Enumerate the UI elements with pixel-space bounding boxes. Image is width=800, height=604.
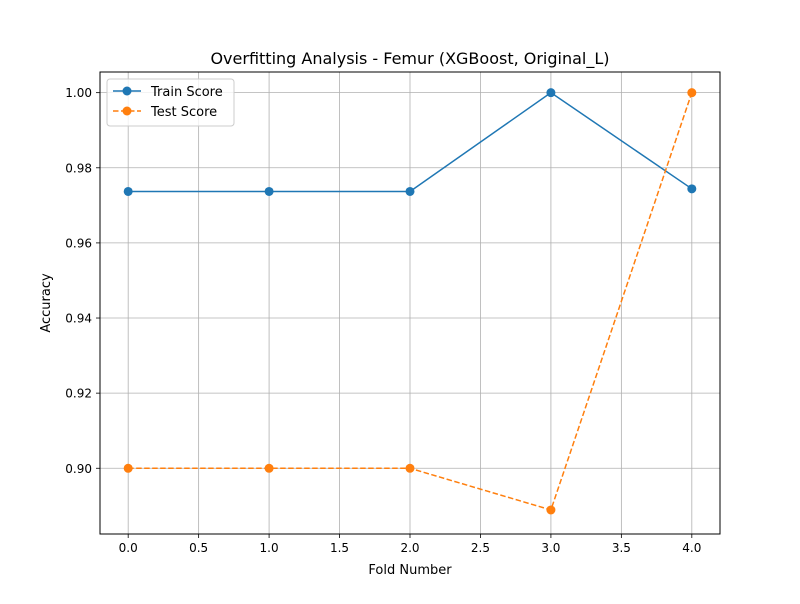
x-tick-label: 3.0 [541, 541, 560, 555]
data-point-train-score [546, 88, 556, 98]
x-tick-label: 2.5 [471, 541, 490, 555]
data-point-test-score [123, 463, 133, 473]
y-tick-label: 0.94 [65, 312, 92, 326]
x-tick-label: 1.5 [330, 541, 349, 555]
x-tick-label: 0.0 [119, 541, 138, 555]
x-tick-label: 1.0 [260, 541, 279, 555]
plot-series [123, 88, 697, 515]
data-point-test-score [687, 88, 697, 98]
chart-title: Overfitting Analysis - Femur (XGBoost, O… [210, 49, 609, 69]
y-axis-label: Accuracy [39, 273, 54, 333]
y-tick-label: 0.92 [65, 387, 92, 401]
y-tick-label: 1.00 [65, 86, 92, 100]
legend-label-train: Train Score [150, 85, 223, 100]
y-tick-label: 0.96 [65, 236, 92, 250]
data-point-train-score [123, 186, 133, 196]
data-point-train-score [687, 184, 697, 194]
x-axis-ticks: 0.0 0.5 1.0 1.5 2.0 2.5 3.0 3.5 4.0 [119, 534, 701, 555]
y-tick-label: 0.98 [65, 161, 92, 175]
legend-marker-test [122, 106, 132, 116]
legend-label-test: Test Score [150, 105, 217, 120]
x-tick-label: 4.0 [682, 541, 701, 555]
legend: Train Score Test Score [106, 78, 235, 127]
data-point-train-score [264, 186, 274, 196]
x-axis-label: Fold Number [368, 563, 452, 578]
x-tick-label: 0.5 [189, 541, 208, 555]
y-tick-label: 0.90 [65, 462, 92, 476]
data-point-test-score [546, 505, 556, 515]
data-point-test-score [264, 463, 274, 473]
legend-marker-train [122, 86, 132, 96]
x-tick-label: 2.0 [400, 541, 419, 555]
y-axis-ticks: 0.90 0.92 0.94 0.96 0.98 1.00 [65, 86, 100, 476]
data-point-train-score [405, 186, 415, 196]
x-tick-label: 3.5 [612, 541, 631, 555]
data-point-test-score [405, 463, 415, 473]
